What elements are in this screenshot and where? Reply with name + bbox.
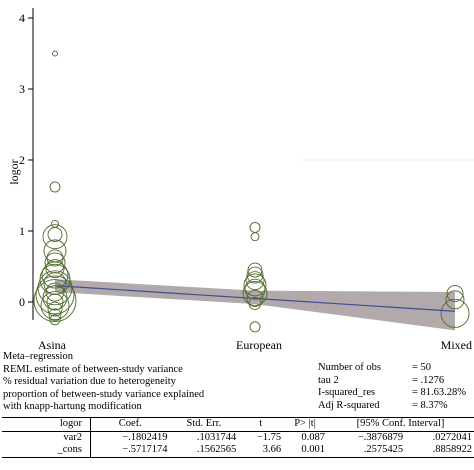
data-point-27 <box>243 273 267 297</box>
fit-line-layer <box>54 285 456 312</box>
data-point-3 <box>47 227 63 243</box>
data-point-0 <box>52 50 58 57</box>
data-point-6 <box>46 249 64 267</box>
column-header-1: Coef. <box>118 418 142 429</box>
column-header-5: [95% Conf. Interval] <box>356 418 445 429</box>
x-category-label-european: European <box>236 338 282 352</box>
data-point-25 <box>246 266 264 284</box>
data-point-23 <box>250 232 260 242</box>
data-point-17 <box>46 293 64 311</box>
stat-value: = 50 <box>412 362 432 373</box>
stat-row-2: I-squared_res = 81.63.28% <box>318 387 466 400</box>
stat-label: I-squared_res <box>318 387 376 399</box>
data-point-19 <box>47 301 63 317</box>
model-statistics: Number of obs = 50 tau 2 = .1276 I-squared_r… <box>318 362 466 412</box>
stat-label: tau 2 <box>318 374 339 386</box>
table-cell: .8858922 <box>432 444 472 455</box>
table-cell: .1562565 <box>196 444 237 455</box>
data-point-18 <box>40 291 70 320</box>
y-tick-label-3: 3 <box>19 82 25 96</box>
table-cell: .1031744 <box>196 431 237 443</box>
description-line-0: Meta–regression <box>3 351 73 362</box>
table-cell: −1.75 <box>256 431 282 443</box>
stat-label: Number of obs <box>318 362 381 373</box>
table-body: var2 −.1802419 .1031744 −1.75 0.087 −.3876879… <box>2 431 474 457</box>
table-cell: 0.087 <box>301 431 325 443</box>
data-point-32 <box>249 321 261 333</box>
data-point-26 <box>245 271 265 291</box>
data-point-22 <box>249 221 261 233</box>
confidence-band <box>55 279 455 331</box>
data-point-28 <box>244 278 266 300</box>
data-point-21 <box>49 314 61 326</box>
points-layer <box>33 50 470 333</box>
data-point-1 <box>49 181 61 193</box>
stat-row-1: tau 2 = .1276 <box>318 375 466 388</box>
regression-results-table: logor Coef. Std. Err. t P> |t| [95% Conf. Int… <box>2 417 474 458</box>
x-category-label-asina: Asina <box>38 338 67 352</box>
data-point-13 <box>45 282 65 302</box>
column-header-2: Std. Err. <box>186 418 222 429</box>
meta-regression-plot: 0 1 2 3 4 Asina European Mixed logor <box>7 8 474 352</box>
table-cell: .0272041 <box>432 431 472 443</box>
data-point-16 <box>33 279 77 323</box>
data-point-11 <box>43 272 67 295</box>
data-point-29 <box>242 281 268 306</box>
data-point-35 <box>440 298 470 328</box>
description-line-4: with knapp-hartung modification <box>3 401 142 413</box>
y-axis: 0 1 2 3 4 <box>19 8 474 320</box>
table-cell: _cons <box>2 444 91 457</box>
confidence-band-layer <box>55 279 455 331</box>
table-row: _cons −.5717174 .1562565 3.66 0.001 .2575425.… <box>2 444 474 457</box>
description-line-3: proportion of between-study variance exp… <box>3 388 205 400</box>
fit-line <box>54 285 456 312</box>
stat-row-0: Number of obs = 50 <box>318 362 466 375</box>
y-axis-title: logor <box>7 159 21 184</box>
stat-value: = .1276 <box>412 374 445 386</box>
table-cell: −.5717174 <box>122 444 168 455</box>
y-tick-label-4: 4 <box>19 11 25 25</box>
table-cell: −.1802419 <box>122 431 168 443</box>
data-point-14 <box>35 275 75 315</box>
description-line-2: % residual variation due to heterogeneit… <box>3 376 176 388</box>
table-row: var2 −.1802419 .1031744 −1.75 0.087 −.3876879… <box>2 431 474 444</box>
data-point-2 <box>51 219 59 228</box>
stat-value: = 81.63.28% <box>412 387 467 399</box>
model-description: Meta–regression REML estimate of between-… <box>3 351 204 414</box>
table-cell: 3.66 <box>262 444 282 455</box>
data-point-30 <box>246 290 264 307</box>
column-header-4: P> |t| <box>294 418 316 429</box>
data-point-24 <box>247 262 263 278</box>
data-point-31 <box>248 296 262 310</box>
stat-row-3: Adj R-squared = 8.37% <box>318 400 466 413</box>
table-cell: var2 <box>2 431 91 444</box>
x-category-label-mixed: Mixed <box>441 338 472 352</box>
column-header-0: logor <box>2 417 91 431</box>
table-cell: −.3876879 <box>357 431 404 443</box>
column-header-3: t <box>259 418 263 429</box>
data-point-34 <box>445 290 465 310</box>
description-line-1: REML estimate of between-study variance <box>3 363 183 375</box>
stat-value: = 8.37% <box>412 399 448 411</box>
x-axis-labels: Asina European Mixed <box>38 338 472 352</box>
data-point-33 <box>446 285 464 302</box>
data-point-9 <box>41 261 69 289</box>
y-tick-label-1: 1 <box>19 224 25 238</box>
table-cell: .2575425 <box>363 444 404 455</box>
y-tick-label-2: 2 <box>19 153 25 167</box>
table-cell: 0.001 <box>301 444 325 455</box>
stat-label: Adj R-squared <box>318 399 380 411</box>
table-header-row: logor Coef. Std. Err. t P> |t| [95% Conf. Int… <box>2 417 474 431</box>
data-point-4 <box>42 224 68 250</box>
data-point-8 <box>45 259 65 279</box>
y-tick-label-0: 0 <box>19 295 25 309</box>
data-point-20 <box>48 308 62 322</box>
